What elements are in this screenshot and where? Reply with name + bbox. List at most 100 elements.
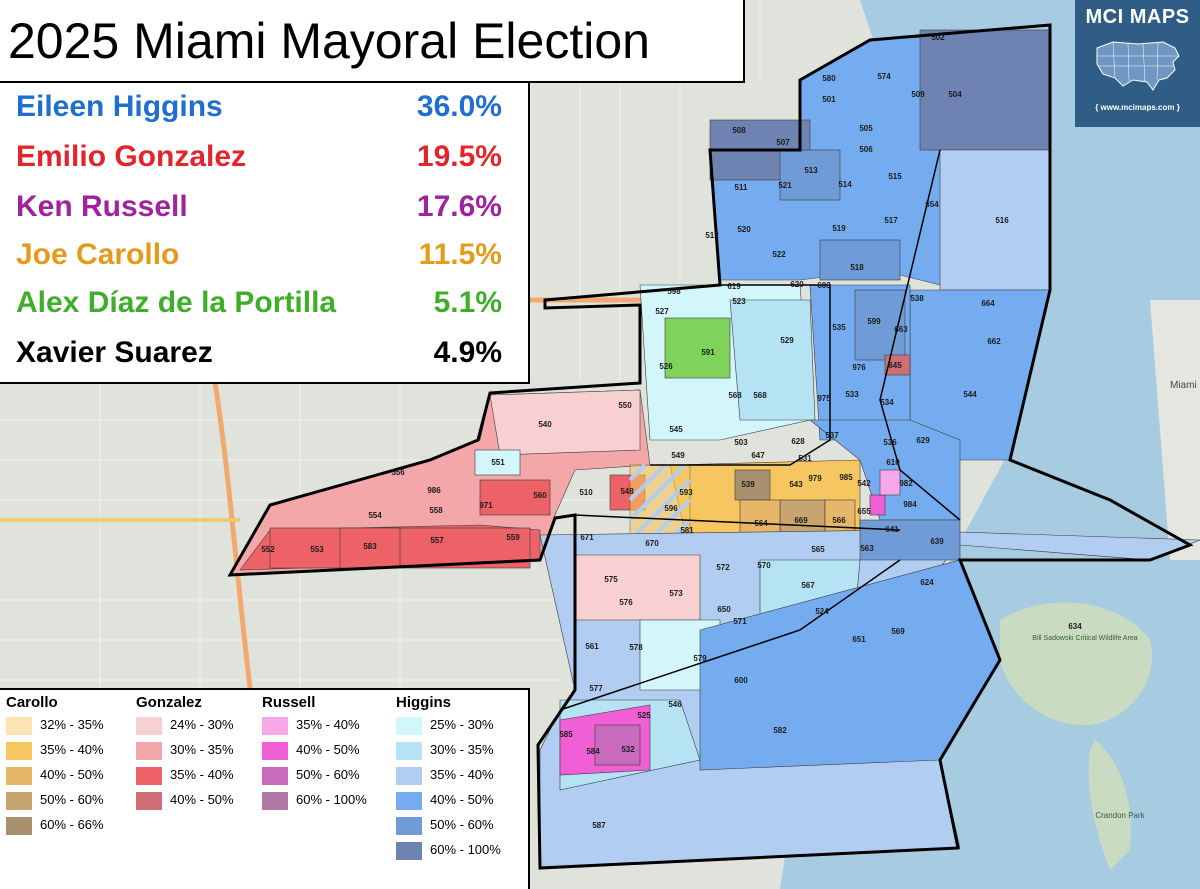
legend-label: 32% - 35% bbox=[40, 717, 104, 732]
result-row-suarez: Xavier Suarez 4.9% bbox=[16, 336, 502, 384]
logo-title: MCI MAPS bbox=[1085, 6, 1190, 28]
legend-column-russell: Russell 35% - 40% 40% - 50% 50% - 60% 60… bbox=[262, 694, 367, 814]
legend-swatch bbox=[396, 717, 422, 735]
precinct-label: 520 bbox=[737, 225, 751, 234]
legend-label: 40% - 50% bbox=[296, 742, 360, 757]
precinct-label: 971 bbox=[479, 501, 493, 510]
legend-label: 35% - 40% bbox=[296, 717, 360, 732]
precinct-label: 591 bbox=[701, 348, 715, 357]
precinct-label: 527 bbox=[655, 307, 669, 316]
precinct-label: 518 bbox=[850, 263, 864, 272]
legend-item: 40% - 50% bbox=[262, 739, 360, 764]
precinct-label: 628 bbox=[791, 437, 805, 446]
precinct-label: 669 bbox=[794, 516, 808, 525]
precinct-label: 671 bbox=[580, 533, 594, 542]
legend-swatch bbox=[396, 767, 422, 785]
precinct-label: 532 bbox=[621, 745, 635, 754]
precinct-label: 535 bbox=[832, 323, 846, 332]
precinct-label: 576 bbox=[619, 598, 633, 607]
legend-label: 40% - 50% bbox=[170, 792, 234, 807]
legend-item: 40% - 50% bbox=[6, 764, 104, 789]
legend-item: 40% - 50% bbox=[136, 789, 234, 814]
park-label: Crandon Park bbox=[1095, 811, 1145, 820]
candidate-name: Alex Díaz de la Portilla bbox=[16, 286, 337, 319]
precinct-label: 641 bbox=[885, 525, 899, 534]
candidate-name: Eileen Higgins bbox=[16, 90, 223, 123]
precinct-label: 534 bbox=[880, 398, 894, 407]
map-title: 2025 Miami Mayoral Election bbox=[0, 0, 745, 83]
legend-column-higgins: Higgins 25% - 30% 30% - 35% 35% - 40% 40… bbox=[396, 694, 501, 864]
precinct-label: 619 bbox=[727, 282, 741, 291]
legend-label: 60% - 100% bbox=[430, 842, 501, 857]
precinct-label: 647 bbox=[751, 451, 765, 460]
precinct-label: 507 bbox=[776, 138, 790, 147]
precinct-label: 575 bbox=[604, 575, 618, 584]
candidate-percent: 4.9% bbox=[433, 336, 502, 369]
precinct-label: 559 bbox=[506, 533, 520, 542]
precinct-label: 603 bbox=[817, 281, 831, 290]
precinct-label: 986 bbox=[427, 486, 441, 495]
precinct-label: 503 bbox=[734, 438, 748, 447]
legend-item: 24% - 30% bbox=[136, 714, 234, 739]
precinct-label: 523 bbox=[732, 297, 746, 306]
candidate-percent: 17.6% bbox=[416, 190, 502, 223]
legend-item: 60% - 100% bbox=[262, 789, 367, 814]
precinct-label: 565 bbox=[811, 545, 825, 554]
legend-swatch bbox=[6, 792, 32, 810]
legend-item: 60% - 66% bbox=[6, 814, 104, 839]
legend-label: 30% - 35% bbox=[170, 742, 234, 757]
precinct-label: 982 bbox=[899, 479, 913, 488]
precinct-label: 583 bbox=[363, 542, 377, 551]
precinct-label: 650 bbox=[717, 605, 731, 614]
precinct-label: 557 bbox=[430, 536, 444, 545]
legend-swatch bbox=[262, 767, 288, 785]
precinct-label: 975 bbox=[817, 394, 831, 403]
precinct-label: 567 bbox=[801, 581, 815, 590]
precinct-label: 505 bbox=[859, 124, 873, 133]
precinct-label: 549 bbox=[671, 451, 685, 460]
precinct-label: 511 bbox=[735, 183, 748, 192]
precinct-label: 655 bbox=[857, 507, 871, 516]
precinct-label: 546 bbox=[668, 700, 682, 709]
precinct-label: 664 bbox=[981, 299, 995, 308]
legend-item: 50% - 60% bbox=[6, 789, 104, 814]
precinct-label: 593 bbox=[679, 488, 693, 497]
legend-heading: Higgins bbox=[396, 694, 451, 711]
island-label: Bill Sadowski Critical Wildlife Area bbox=[1032, 635, 1138, 642]
candidate-name: Emilio Gonzalez bbox=[16, 140, 247, 173]
candidate-percent: 19.5% bbox=[416, 140, 502, 173]
precinct-label: 526 bbox=[659, 362, 673, 371]
precinct-label: 600 bbox=[734, 676, 748, 685]
precinct-label: 564 bbox=[754, 519, 768, 528]
precinct-label: 579 bbox=[693, 654, 707, 663]
precinct-label: 634 bbox=[1068, 622, 1082, 631]
legend-swatch bbox=[136, 742, 162, 760]
precinct-label: 513 bbox=[804, 166, 818, 175]
legend-swatch bbox=[396, 742, 422, 760]
legend-item: 30% - 35% bbox=[136, 739, 234, 764]
miami-beach-land bbox=[1150, 300, 1200, 560]
precinct-label: 585 bbox=[559, 730, 573, 739]
legend-swatch bbox=[262, 792, 288, 810]
virginia-key bbox=[1088, 740, 1131, 870]
legend-label: 40% - 50% bbox=[40, 767, 104, 782]
district-line-a bbox=[650, 284, 831, 466]
legend-column-carollo: Carollo 32% - 35% 35% - 40% 40% - 50% 50… bbox=[6, 694, 104, 839]
precinct-label: 519 bbox=[832, 224, 846, 233]
precinct-label: 572 bbox=[716, 563, 730, 572]
legend-swatch bbox=[136, 767, 162, 785]
candidate-percent: 36.0% bbox=[416, 90, 502, 123]
precinct-labels: 502 504 509 574 580 501 505 506 508 507 513 514 515 5… bbox=[261, 33, 1082, 830]
legend-swatch bbox=[262, 717, 288, 735]
precinct-label: 501 bbox=[822, 95, 836, 104]
precinct-label: 596 bbox=[664, 504, 678, 513]
precinct-label: 545 bbox=[669, 425, 683, 434]
precinct-label: 571 bbox=[733, 617, 747, 626]
precinct-label: 536 bbox=[883, 438, 897, 447]
precinct-label: 508 bbox=[732, 126, 746, 135]
precinct-label: 504 bbox=[948, 90, 962, 99]
precinct-label: 558 bbox=[429, 506, 443, 515]
district-line-d bbox=[559, 559, 901, 711]
legend-label: 50% - 60% bbox=[296, 767, 360, 782]
precinct-label: 624 bbox=[920, 578, 934, 587]
